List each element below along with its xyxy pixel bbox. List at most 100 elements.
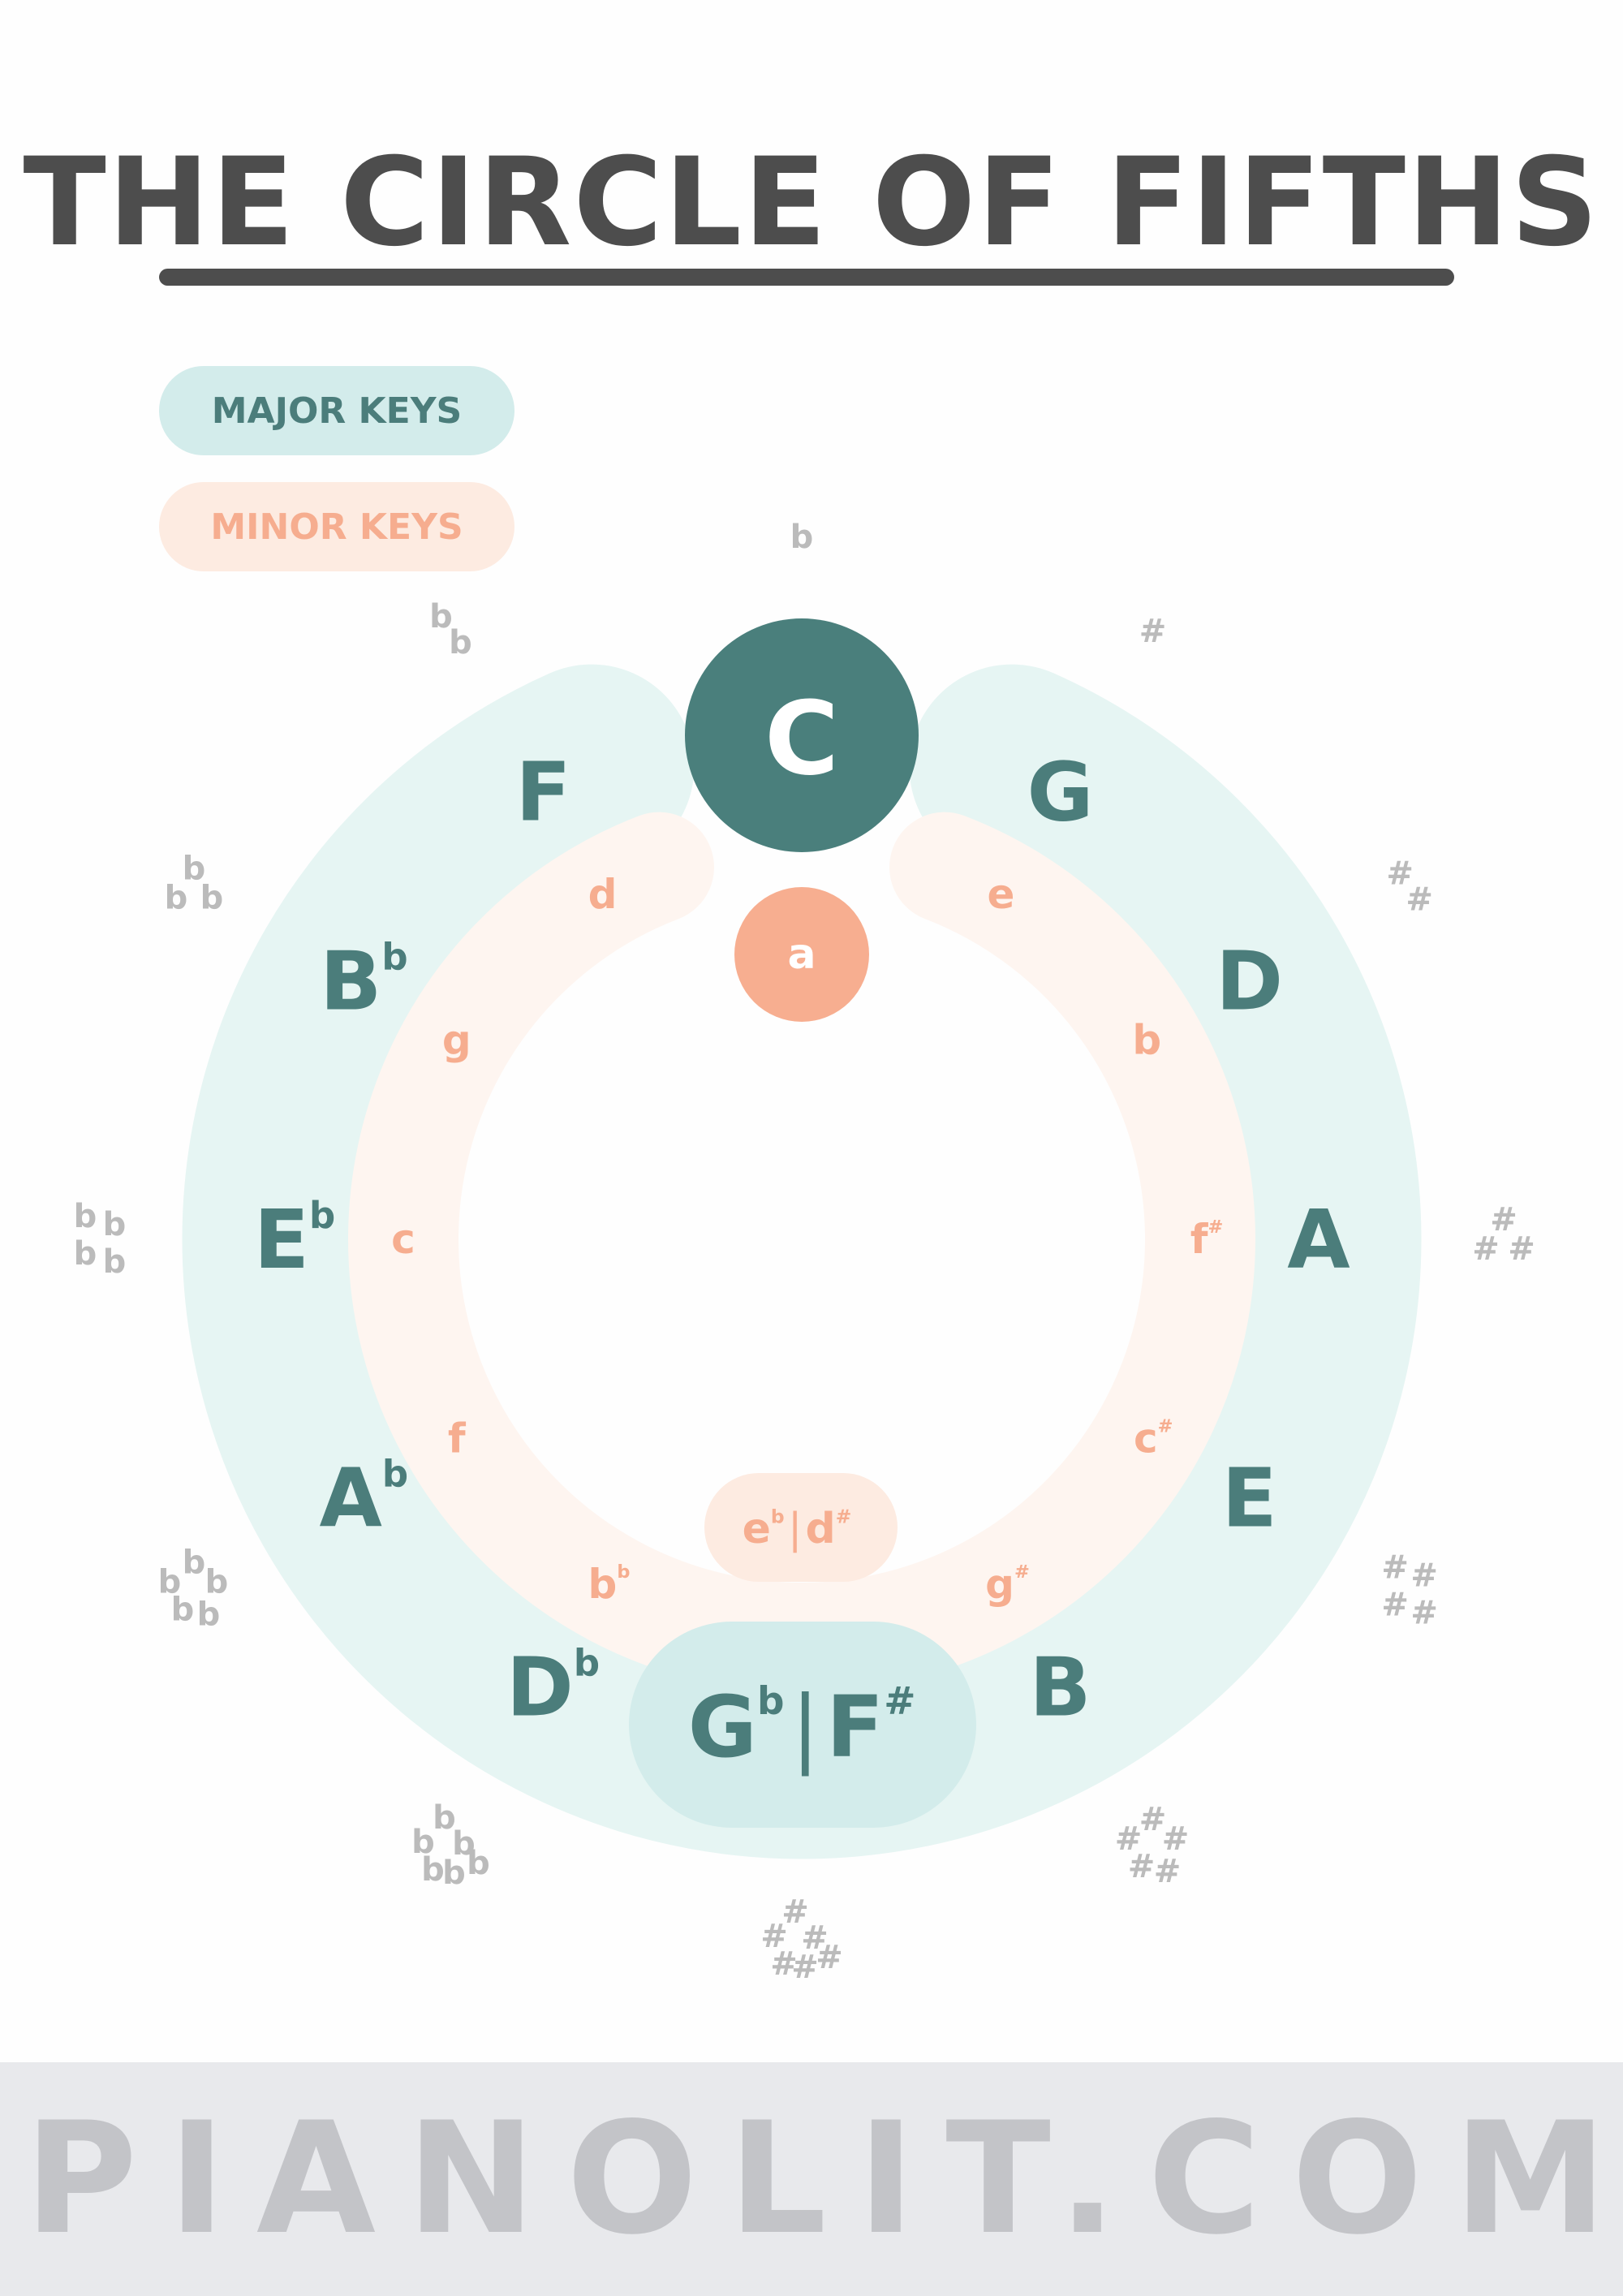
minor-key-eb-ds: eb|d#	[743, 1505, 852, 1553]
key-letter: g	[985, 1561, 1014, 1608]
key-accidental: b	[771, 1505, 785, 1527]
legend-minor-keys: MINOR KEYS	[159, 482, 514, 571]
minor-key-bb: bb	[588, 1561, 631, 1608]
flat-symbol: b	[103, 1206, 127, 1243]
major-key-f: F	[515, 744, 570, 839]
minor-key-cs: c#	[1134, 1415, 1173, 1462]
page-title: THE CIRCLE OF FIFTHS	[23, 132, 1600, 274]
sharp-symbol: #	[1162, 1820, 1190, 1858]
flat-symbol: b	[442, 1854, 466, 1892]
key-letter: c	[391, 1216, 415, 1263]
sharp-symbol: #	[816, 1939, 843, 1976]
major-key-gb-fs: Gb|F#	[688, 1678, 916, 1777]
flat-symbol: b	[411, 1824, 435, 1861]
sharp-symbol: #	[1139, 1801, 1167, 1838]
sharp-symbol: #	[1381, 1549, 1409, 1587]
key-letter: F	[826, 1678, 884, 1777]
key-letter: g	[442, 1017, 471, 1064]
flat-symbol: b	[452, 1825, 476, 1863]
enharmonic-major-highlight	[629, 1622, 976, 1828]
flat-symbol: b	[197, 1596, 221, 1634]
minor-key-d: d	[588, 871, 618, 918]
key-letter: f	[448, 1415, 467, 1462]
flat-symbol: b	[429, 598, 453, 635]
sharp-symbol: #	[781, 1893, 809, 1931]
major-key-g: G	[1027, 744, 1093, 839]
major-key-b: B	[1029, 1639, 1091, 1734]
minor-key-gs: g#	[985, 1561, 1030, 1608]
flat-symbol: b	[103, 1243, 127, 1281]
key-signature-1: #	[1139, 613, 1167, 650]
footer-bar: PIANOLIT.COM	[0, 2062, 1623, 2296]
flat-symbol: b	[183, 1544, 206, 1582]
flat-symbol: b	[183, 851, 206, 888]
key-signature-4: # ## #	[1381, 1549, 1438, 1632]
minor-key-c: c	[391, 1216, 415, 1263]
sharp-symbol: #	[1508, 1230, 1535, 1268]
key-accidental: #	[1014, 1562, 1030, 1583]
key-letter: B	[320, 933, 381, 1028]
key-accidental: #	[1158, 1416, 1173, 1437]
key-signature-5: #####	[1115, 1801, 1190, 1890]
key-letter: C	[764, 680, 839, 798]
flat-symbol: b	[158, 1564, 182, 1601]
key-signature-2: ##	[1386, 855, 1433, 919]
sharp-symbol: #	[1381, 1587, 1409, 1624]
key-letter: G	[688, 1678, 757, 1777]
flat-symbol: b	[421, 1851, 445, 1889]
flat-symbol: b	[467, 1845, 490, 1882]
major-key-bb: Bb	[320, 933, 407, 1028]
minor-key-a: a	[787, 930, 816, 979]
key-accidental: b	[617, 1562, 630, 1583]
key-accidental: b	[757, 1680, 785, 1724]
key-letter: b	[1132, 1017, 1161, 1064]
key-letter: F	[515, 744, 570, 839]
key-letter: e	[743, 1505, 771, 1553]
key-letter: G	[1027, 744, 1093, 839]
sharp-symbol: #	[1490, 1201, 1518, 1238]
major-key-c: C	[764, 680, 839, 798]
flat-symbol: b	[790, 519, 814, 556]
key-letter: c	[1134, 1415, 1158, 1462]
sharp-symbol: #	[1115, 1820, 1143, 1858]
major-key-d: D	[1216, 933, 1283, 1028]
flat-symbol: b	[74, 1198, 97, 1235]
key-signature-10: bb b	[165, 851, 224, 917]
key-letter: B	[1029, 1639, 1091, 1734]
minor-key-b: b	[1132, 1017, 1161, 1064]
key-accidental: b	[382, 1452, 408, 1495]
key-letter: d	[588, 871, 618, 918]
sharp-symbol: #	[1410, 1595, 1438, 1632]
minor-key-f: f	[448, 1415, 467, 1462]
key-signature-9: b bb b	[74, 1198, 127, 1281]
minor-key-fs: f#	[1190, 1216, 1224, 1263]
key-letter: b	[588, 1561, 618, 1608]
key-accidental: #	[884, 1680, 915, 1724]
key-letter: a	[787, 930, 816, 979]
minor-key-e: e	[988, 871, 1015, 918]
flat-symbol: b	[165, 880, 188, 917]
key-letter: E	[254, 1192, 309, 1287]
key-accidental: #	[1208, 1217, 1223, 1238]
sharp-symbol: #	[1472, 1230, 1500, 1268]
key-accidental: #	[836, 1505, 852, 1527]
flat-symbol: b	[74, 1235, 97, 1273]
major-key-eb: Eb	[254, 1192, 336, 1287]
sharp-symbol: #	[1128, 1848, 1156, 1885]
enharmonic-divider: |	[791, 1678, 820, 1777]
major-key-ab: Ab	[320, 1450, 409, 1545]
flat-symbol: b	[433, 1799, 456, 1837]
key-signature-3: ## #	[1472, 1201, 1535, 1268]
sharp-symbol: #	[760, 1918, 788, 1955]
key-rings	[182, 618, 1422, 1859]
minor-key-g: g	[442, 1017, 471, 1064]
key-signature-11: bb	[429, 598, 472, 661]
tonic-major-circle	[685, 618, 919, 852]
sharp-symbol: #	[791, 1949, 819, 1986]
enharmonic-minor-highlight	[704, 1473, 898, 1582]
